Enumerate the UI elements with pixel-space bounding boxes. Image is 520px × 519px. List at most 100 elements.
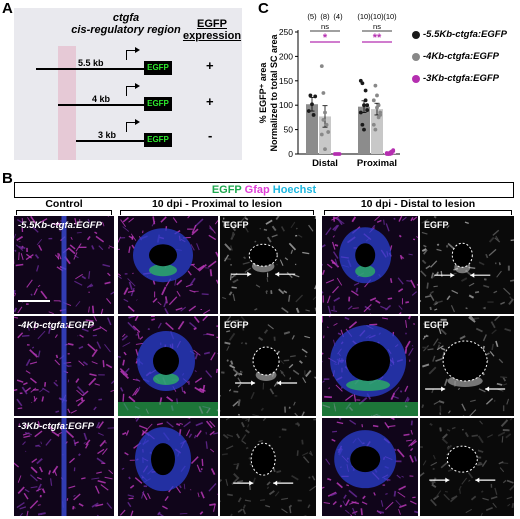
tissue-texture (446, 428, 451, 432)
construct-line-2 (58, 104, 144, 106)
tissue-texture (322, 486, 325, 489)
tissue-texture (308, 476, 311, 479)
expression-sign-1: + (206, 58, 214, 73)
tissue-texture (78, 345, 84, 350)
tissue-texture (106, 298, 112, 304)
tissue-texture (302, 251, 310, 255)
tissue-texture (37, 504, 41, 506)
tissue-texture (504, 327, 512, 332)
tissue-texture (325, 458, 331, 465)
tissue-texture (232, 368, 241, 376)
tissue-texture (421, 218, 429, 224)
tissue-texture (85, 439, 91, 446)
tissue-texture (308, 452, 314, 457)
tissue-texture (252, 414, 260, 416)
tissue-texture (55, 354, 59, 359)
tissue-texture (74, 507, 76, 509)
construct-kb-2: 4 kb (92, 94, 111, 104)
tissue-texture (322, 244, 326, 248)
tissue-texture (362, 495, 366, 500)
tissue-texture (122, 342, 131, 347)
tissue-texture (332, 251, 339, 259)
tissue-texture (162, 505, 168, 510)
tissue-texture (14, 462, 20, 468)
tissue-texture (164, 296, 168, 304)
tissue-texture (221, 220, 229, 225)
tissue-texture (127, 305, 135, 313)
tissue-texture (390, 418, 395, 421)
tissue-texture (231, 286, 237, 289)
tissue-texture (395, 500, 402, 507)
tissue-texture (55, 410, 60, 413)
tissue-texture (500, 376, 508, 379)
data-point (362, 103, 366, 108)
tissue-texture (134, 477, 143, 484)
tissue-texture (83, 441, 86, 445)
tissue-texture (361, 501, 368, 505)
tissue-texture (334, 244, 339, 247)
tissue-texture (331, 261, 336, 265)
tissue-texture (152, 216, 156, 225)
tissue-texture (323, 501, 331, 504)
tissue-texture (201, 458, 204, 467)
tissue-texture (427, 348, 434, 351)
tissue-texture (94, 383, 100, 386)
tissue-texture (23, 435, 31, 439)
tissue-texture (122, 393, 125, 402)
tissue-texture (336, 277, 343, 286)
tissue-texture (260, 499, 265, 502)
y-tick-label: 100 (279, 100, 293, 110)
tissue-texture (509, 484, 514, 491)
tissue-texture (469, 316, 475, 322)
tissue-texture (99, 439, 107, 447)
tissue-texture (485, 253, 489, 259)
tissue-texture (398, 234, 402, 238)
tissue-texture (231, 476, 240, 485)
tissue-texture (196, 464, 201, 473)
tissue-texture (36, 458, 43, 465)
tissue-texture (385, 223, 390, 232)
tissue-texture (209, 420, 216, 428)
tissue-texture (68, 457, 75, 464)
tissue-texture (118, 355, 121, 359)
tissue-texture (279, 259, 284, 266)
tissue-texture (128, 316, 136, 319)
tissue-texture (127, 321, 137, 331)
tissue-texture (274, 491, 280, 497)
region-name: cis-regulatory region (71, 24, 181, 36)
tissue-texture (434, 302, 439, 306)
tissue-texture (125, 430, 130, 436)
tissue-texture (422, 322, 429, 329)
tissue-texture (438, 400, 445, 404)
tissue-texture (201, 293, 209, 296)
tissue-texture (73, 494, 76, 497)
tissue-texture (393, 386, 400, 394)
micrograph-tile (322, 418, 418, 516)
tissue-texture (311, 475, 316, 481)
tissue-texture (54, 359, 61, 366)
tissue-texture (119, 368, 129, 376)
tissue-texture (14, 249, 17, 252)
tissue-texture (241, 434, 247, 441)
tissue-texture (457, 387, 461, 391)
tissue-texture (432, 338, 439, 346)
data-point (365, 103, 370, 108)
tissue-texture (281, 497, 289, 501)
tissue-texture (480, 490, 484, 493)
data-point (360, 122, 365, 127)
tissue-texture (18, 245, 26, 249)
tissue-texture (488, 236, 495, 243)
tissue-texture (499, 467, 505, 473)
tissue-texture (127, 290, 135, 293)
tissue-texture (459, 488, 461, 494)
tissue-texture (121, 467, 125, 470)
tissue-texture (286, 271, 293, 279)
tissue-texture (333, 297, 341, 302)
tissue-texture (203, 309, 211, 314)
tissue-texture (91, 245, 95, 250)
tissue-texture (503, 383, 508, 386)
tissue-texture (423, 244, 427, 248)
tissue-texture (332, 501, 337, 506)
tissue-texture (96, 514, 100, 516)
tissue-texture (332, 285, 340, 294)
